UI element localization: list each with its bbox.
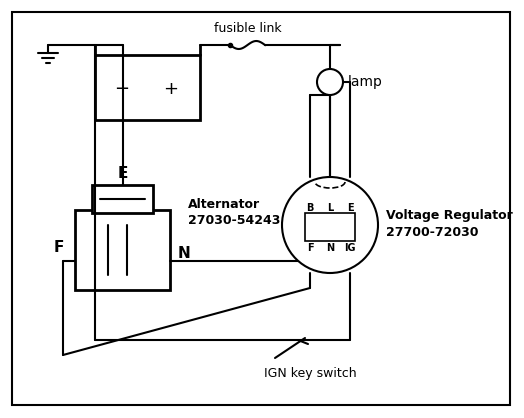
Text: +: + xyxy=(163,80,178,98)
Text: lamp: lamp xyxy=(348,75,383,89)
Text: E: E xyxy=(347,203,353,213)
Bar xyxy=(95,55,200,120)
Text: Alternator: Alternator xyxy=(188,199,260,212)
Text: fusible link: fusible link xyxy=(214,23,281,36)
Bar xyxy=(92,185,154,213)
Circle shape xyxy=(317,69,343,95)
Text: 27030-54243: 27030-54243 xyxy=(188,214,280,227)
Text: IGN key switch: IGN key switch xyxy=(264,367,356,380)
Bar xyxy=(75,210,170,290)
Text: F: F xyxy=(307,243,313,253)
Text: L: L xyxy=(327,203,333,213)
Bar xyxy=(305,213,355,241)
Circle shape xyxy=(282,177,378,273)
Text: N: N xyxy=(178,246,190,261)
Text: 27700-72030: 27700-72030 xyxy=(386,227,478,240)
Text: IG: IG xyxy=(344,243,356,253)
Text: Voltage Regulator: Voltage Regulator xyxy=(386,209,513,222)
Text: −: − xyxy=(114,80,129,98)
Text: E: E xyxy=(117,166,128,181)
Text: B: B xyxy=(307,203,314,213)
Text: F: F xyxy=(54,240,64,255)
Text: N: N xyxy=(326,243,334,253)
